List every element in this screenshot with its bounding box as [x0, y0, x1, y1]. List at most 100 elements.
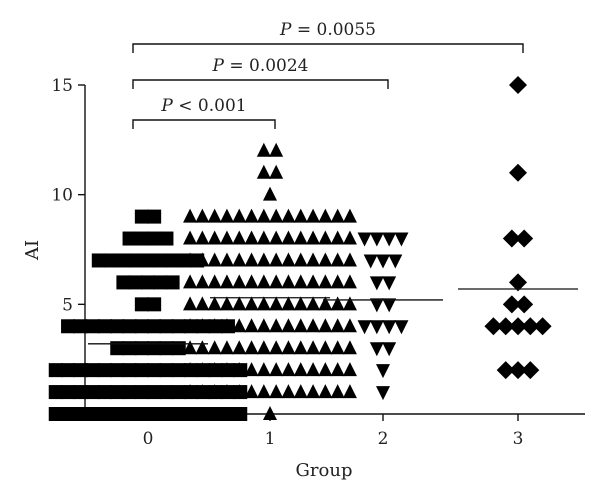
- significance-bracket: [132, 79, 389, 89]
- data-point-triangle-up: [244, 252, 259, 267]
- data-point-square: [134, 297, 149, 312]
- data-point-square: [97, 385, 112, 400]
- data-point-triangle-down: [369, 320, 384, 335]
- data-point-triangle-up: [195, 230, 210, 245]
- data-point-triangle-up: [293, 384, 308, 399]
- data-point-triangle-down: [382, 342, 397, 357]
- y-tick-label: 5: [62, 295, 73, 315]
- data-point-triangle-up: [269, 340, 284, 355]
- data-point-triangle-up: [281, 296, 296, 311]
- data-point-square: [184, 407, 199, 421]
- data-point-triangle-up: [330, 362, 345, 377]
- data-point-triangle-up: [281, 384, 296, 399]
- data-point-square: [97, 407, 112, 421]
- data-point-triangle-up: [256, 340, 271, 355]
- data-point-triangle-down: [376, 364, 390, 379]
- data-point-triangle-up: [195, 318, 210, 333]
- data-point-square: [159, 363, 174, 378]
- data-point-triangle-up: [219, 274, 234, 289]
- data-point-triangle-up: [293, 318, 308, 333]
- data-point-triangle-up: [244, 296, 259, 311]
- data-point-triangle-up: [281, 340, 296, 355]
- data-point-square: [147, 297, 162, 312]
- data-point-triangle-up: [293, 208, 308, 223]
- data-point-square: [147, 319, 162, 334]
- data-point-triangle-up: [195, 384, 210, 399]
- data-point-triangle-up: [269, 142, 284, 157]
- data-point-triangle-up: [306, 384, 321, 399]
- data-point-square: [128, 253, 143, 268]
- data-point-triangle-up: [232, 208, 247, 223]
- data-point-triangle-up: [263, 186, 277, 201]
- data-point-triangle-up: [256, 384, 271, 399]
- data-point-square: [85, 363, 100, 378]
- data-point-triangle-up: [342, 340, 357, 355]
- data-point-triangle-up: [232, 274, 247, 289]
- significance-bracket: [132, 43, 524, 53]
- data-point-triangle-up: [195, 340, 210, 355]
- data-point-triangle-up: [269, 164, 284, 179]
- data-point-triangle-up: [256, 274, 271, 289]
- data-point-triangle-up: [318, 230, 333, 245]
- data-point-triangle-up: [183, 296, 198, 311]
- data-point-square: [122, 231, 137, 246]
- data-point-square: [165, 253, 180, 268]
- data-point-triangle-down: [394, 232, 409, 247]
- data-point-square: [61, 385, 76, 400]
- significance-brackets: P < 0.001 P = 0.0024 P = 0.0055: [132, 20, 524, 129]
- data-point-square: [165, 275, 180, 290]
- data-point-triangle-up: [293, 362, 308, 377]
- data-point-triangle-up: [219, 296, 234, 311]
- data-point-triangle-up: [306, 318, 321, 333]
- data-point-square: [159, 385, 174, 400]
- data-point-square: [104, 253, 119, 268]
- data-point-square: [97, 319, 112, 334]
- data-point-triangle-down: [382, 276, 397, 291]
- data-point-square: [171, 341, 186, 356]
- data-point-triangle-up: [263, 406, 277, 420]
- data-point-square: [73, 407, 88, 421]
- data-point-triangle-down: [369, 276, 384, 291]
- data-point-triangle-up: [256, 252, 271, 267]
- data-point-triangle-up: [256, 362, 271, 377]
- data-point-square: [159, 231, 174, 246]
- data-point-square: [134, 209, 149, 224]
- data-point-triangle-up: [293, 340, 308, 355]
- data-point-triangle-up: [306, 230, 321, 245]
- data-point-square: [134, 231, 149, 246]
- data-point-triangle-up: [244, 340, 259, 355]
- data-point-square: [134, 363, 149, 378]
- data-point-triangle-up: [269, 252, 284, 267]
- data-point-triangle-up: [293, 296, 308, 311]
- data-point-triangle-up: [256, 164, 271, 179]
- data-point-square: [171, 407, 186, 421]
- data-point-triangle-up: [281, 318, 296, 333]
- data-point-triangle-up: [256, 208, 271, 223]
- data-point-triangle-up: [256, 230, 271, 245]
- data-point-square: [171, 363, 186, 378]
- data-point-diamond: [509, 76, 527, 94]
- data-point-triangle-up: [244, 318, 259, 333]
- data-point-triangle-down: [394, 320, 409, 335]
- data-point-triangle-up: [207, 362, 222, 377]
- y-axis-title: AI: [22, 240, 43, 261]
- data-point-triangle-up: [330, 252, 345, 267]
- data-point-square: [110, 407, 125, 421]
- data-point-square: [208, 407, 223, 421]
- data-point-triangle-up: [318, 318, 333, 333]
- data-point-triangle-up: [318, 384, 333, 399]
- data-point-triangle-up: [342, 318, 357, 333]
- data-point-triangle-up: [219, 362, 234, 377]
- data-point-square: [147, 385, 162, 400]
- y-tick-label: 10: [51, 186, 73, 206]
- data-point-square: [122, 319, 137, 334]
- data-point-triangle-up: [342, 384, 357, 399]
- data-point-square: [85, 385, 100, 400]
- data-point-square: [147, 341, 162, 356]
- data-point-square: [153, 275, 168, 290]
- data-point-diamond: [521, 361, 540, 380]
- data-point-triangle-up: [232, 252, 247, 267]
- data-point-diamond: [502, 229, 521, 248]
- data-point-square: [116, 253, 131, 268]
